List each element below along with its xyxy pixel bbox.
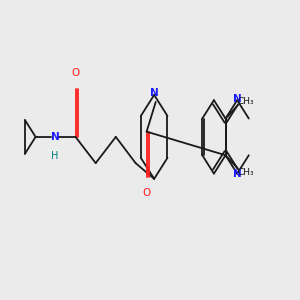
- Text: N: N: [51, 132, 59, 142]
- Text: O: O: [71, 68, 80, 78]
- Text: O: O: [142, 188, 151, 198]
- Text: N: N: [233, 169, 242, 179]
- Text: H: H: [51, 151, 59, 161]
- Text: CH₃: CH₃: [237, 168, 254, 177]
- Text: N: N: [233, 94, 242, 104]
- Text: N: N: [150, 88, 158, 98]
- Text: CH₃: CH₃: [237, 97, 254, 106]
